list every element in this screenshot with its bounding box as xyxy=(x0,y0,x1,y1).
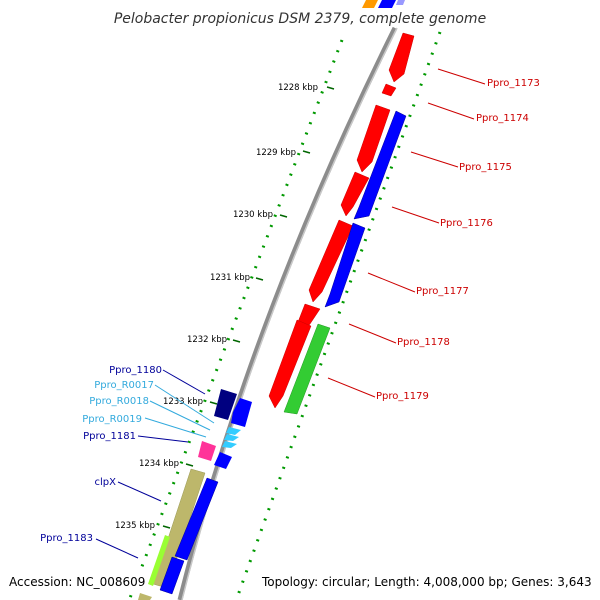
label-clpX[interactable]: clpX xyxy=(95,477,117,488)
gene-Ppro_R0018[interactable] xyxy=(224,434,239,441)
truncated-lavender-feature xyxy=(396,0,405,5)
leader-line xyxy=(410,151,459,168)
accession-text: Accession: NC_008609 xyxy=(9,575,145,589)
gene-Ppro_1176-red[interactable] xyxy=(340,171,370,217)
kbp-label: 1234 kbp xyxy=(139,459,179,469)
gene-clpX-highlight[interactable] xyxy=(148,535,170,586)
leader-line xyxy=(348,323,397,344)
kbp-tick-mark xyxy=(255,277,264,281)
label-Ppro_1179[interactable]: Ppro_1179 xyxy=(376,391,429,402)
leader-line xyxy=(154,384,215,424)
gene-Ppro_1175[interactable] xyxy=(356,104,391,173)
genome-backbone xyxy=(177,26,398,600)
gene-Ppro_1183[interactable] xyxy=(159,556,185,595)
leader-line xyxy=(162,369,206,395)
kbp-tick-mark xyxy=(232,339,241,343)
kbp-tick-mark xyxy=(302,150,311,154)
gene-Ppro_R0019[interactable] xyxy=(222,441,237,448)
gene-Ppro_1180-blue[interactable] xyxy=(231,398,252,427)
leader-line xyxy=(367,272,416,293)
label-Ppro_1177[interactable]: Ppro_1177 xyxy=(416,286,469,297)
genome-backbone-highlight xyxy=(181,27,398,600)
leader-line xyxy=(391,206,440,224)
gene-Ppro_1179[interactable] xyxy=(283,323,331,415)
gene-truncated-bottom xyxy=(138,593,152,600)
label-Ppro_R0019[interactable]: Ppro_R0019 xyxy=(82,414,142,425)
kbp-label: 1229 kbp xyxy=(256,148,296,158)
gene-Ppro_R0017[interactable] xyxy=(226,427,241,435)
gene-Ppro_1181[interactable] xyxy=(198,441,216,461)
accession-backdrop xyxy=(5,572,145,590)
inner-dotted-ring xyxy=(128,39,344,599)
label-Ppro_R0017[interactable]: Ppro_R0017 xyxy=(94,380,154,391)
label-Ppro_1183[interactable]: Ppro_1183 xyxy=(40,533,93,544)
gene-clpX[interactable] xyxy=(174,477,219,561)
gene-Ppro_1179-red[interactable] xyxy=(268,319,312,409)
outer-dotted-ring xyxy=(235,31,442,599)
kbp-label: 1235 kbp xyxy=(115,521,155,531)
kbp-label: 1230 kbp xyxy=(233,210,273,220)
kbp-label: 1233 kbp xyxy=(163,397,203,407)
kbp-tick-mark xyxy=(326,86,335,90)
leader-line xyxy=(95,538,139,559)
truncated-orange-feature xyxy=(362,0,378,8)
gene-Ppro_1180[interactable] xyxy=(214,389,237,420)
kbp-tick-mark xyxy=(279,214,288,218)
truncated-blue-feature xyxy=(378,0,396,8)
label-Ppro_1176[interactable]: Ppro_1176 xyxy=(440,218,493,229)
kbp-scale: 1228 kbp 1229 kbp 1230 kbp 1231 kbp 1232… xyxy=(115,83,335,531)
right-leader-lines xyxy=(327,68,486,398)
label-Ppro_1175[interactable]: Ppro_1175 xyxy=(459,162,512,173)
kbp-tick-mark xyxy=(162,525,171,529)
kbp-label: 1228 kbp xyxy=(278,83,318,93)
label-Ppro_1174[interactable]: Ppro_1174 xyxy=(476,113,529,124)
label-Ppro_1178[interactable]: Ppro_1178 xyxy=(397,337,450,348)
leader-line xyxy=(149,400,211,431)
leader-line xyxy=(427,102,475,120)
leader-line xyxy=(117,481,162,502)
label-Ppro_1173[interactable]: Ppro_1173 xyxy=(487,78,540,89)
gene-Ppro_1176[interactable] xyxy=(353,110,407,220)
label-Ppro_1180[interactable]: Ppro_1180 xyxy=(109,365,162,376)
leader-line xyxy=(137,435,189,443)
leader-line xyxy=(437,68,486,85)
kbp-tick-mark xyxy=(185,463,194,467)
topology-text: Topology: circular; Length: 4,008,000 bp… xyxy=(261,575,592,589)
leader-line xyxy=(144,417,207,438)
label-Ppro_R0018[interactable]: Ppro_R0018 xyxy=(89,396,149,407)
gene-Ppro_1177-blue[interactable] xyxy=(324,222,366,308)
gene-Ppro_1174[interactable] xyxy=(381,83,397,97)
gene-Ppro_1177[interactable] xyxy=(308,219,354,303)
kbp-tick-mark xyxy=(209,401,218,405)
kbp-label: 1232 kbp xyxy=(187,335,227,345)
leader-line xyxy=(327,377,376,398)
gene-Ppro_1181-blue[interactable] xyxy=(214,452,232,469)
gene-Ppro_1173[interactable] xyxy=(388,32,415,83)
label-Ppro_1181[interactable]: Ppro_1181 xyxy=(83,431,136,442)
kbp-label: 1231 kbp xyxy=(210,273,250,283)
map-title: Pelobacter propionicus DSM 2379, complet… xyxy=(114,11,486,27)
